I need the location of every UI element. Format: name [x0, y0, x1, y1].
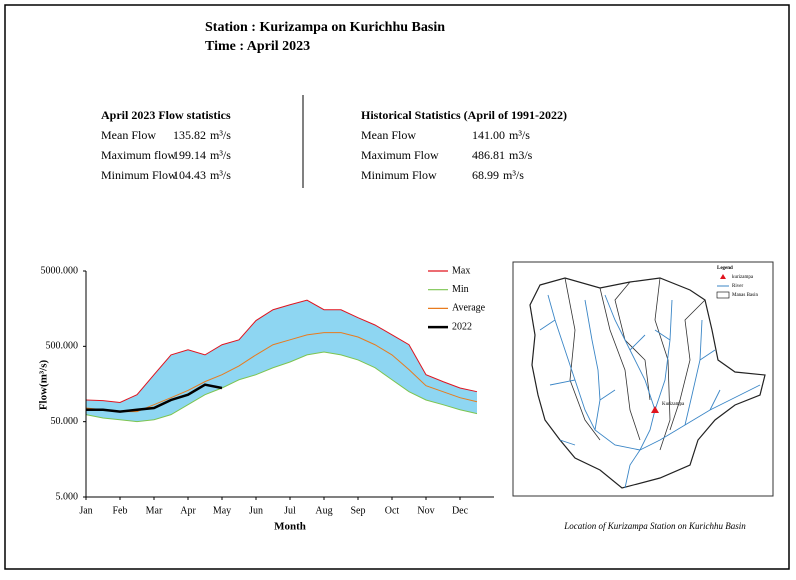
series-line	[85, 299, 478, 403]
y-tick-label: 5000.000	[41, 265, 79, 276]
map-legend-item: River	[732, 284, 743, 289]
x-tick-label: Dec	[452, 505, 469, 516]
stat-value: 199.14	[173, 148, 206, 162]
legend-label: Min	[452, 284, 469, 295]
map-legend-title: Legend	[717, 266, 733, 271]
map: Kurizampa Legend kurizampa River Manas B…	[512, 261, 774, 497]
frame	[4, 4, 790, 570]
stat-label: Maximum flow	[101, 148, 176, 162]
legend-label: Max	[452, 265, 470, 276]
y-tick-label: 50.000	[51, 416, 79, 427]
stat-unit: m³/s	[210, 128, 231, 142]
map-caption: Location of Kurizampa Station on Kurichh…	[563, 521, 746, 531]
stat-value: 135.82	[173, 128, 206, 142]
stat-label: Mean Flow	[101, 128, 156, 142]
stat-value: 68.99	[472, 168, 499, 182]
x-tick-label: Sep	[351, 505, 366, 516]
x-tick-label: Jun	[249, 505, 263, 516]
x-tick-label: Oct	[385, 505, 400, 516]
stat-value: 141.00	[472, 128, 505, 142]
stats-title: April 2023 Flow statistics	[101, 108, 231, 122]
rivers	[539, 294, 761, 489]
stat-value: 104.43	[173, 168, 206, 182]
stat-unit: m³/s	[509, 128, 530, 142]
station-label: Kurizampa	[662, 402, 685, 407]
stat-unit: m3/s	[509, 148, 533, 162]
range-band	[86, 300, 477, 422]
legend-marker	[720, 274, 726, 279]
y-tick-label: 5.000	[56, 491, 79, 502]
x-tick-label: Apr	[180, 505, 196, 516]
x-tick-label: Aug	[315, 505, 332, 516]
series-line	[85, 351, 478, 423]
stat-label: Minimum Flow	[361, 168, 437, 182]
x-tick-label: Jul	[284, 505, 296, 516]
y-axis-label: Flow(m³/s)	[38, 359, 50, 410]
stat-label: Maximum Flow	[361, 148, 439, 162]
stat-label: Minimum Flow	[101, 168, 177, 182]
stat-label: Mean Flow	[361, 128, 416, 142]
x-tick-label: Mar	[146, 505, 163, 516]
stat-value: 486.81	[472, 148, 505, 162]
x-tick-label: May	[213, 505, 231, 516]
map-legend-item: Manas Basin	[732, 293, 758, 298]
x-tick-label: Nov	[417, 505, 434, 516]
legend-label: 2022	[452, 321, 472, 332]
station-title: Station : Kurizampa on Kurichhu Basin	[205, 20, 445, 35]
stat-unit: m³/s	[503, 168, 524, 182]
legend-label: Average	[452, 303, 486, 314]
series-line	[86, 383, 223, 413]
x-axis-label: Month	[274, 521, 306, 533]
x-tick-label: Jan	[79, 505, 92, 516]
time-title: Time : April 2023	[205, 39, 310, 54]
station-marker	[651, 406, 659, 413]
stats-title: Historical Statistics (April of 1991-202…	[361, 108, 567, 122]
legend-basin	[716, 291, 730, 299]
series-line	[85, 332, 478, 413]
x-tick-label: Feb	[113, 505, 128, 516]
stat-unit: m³/s	[210, 168, 231, 182]
map-legend-item: kurizampa	[732, 275, 754, 280]
y-tick-label: 500.000	[46, 341, 79, 352]
stat-unit: m³/s	[210, 148, 231, 162]
